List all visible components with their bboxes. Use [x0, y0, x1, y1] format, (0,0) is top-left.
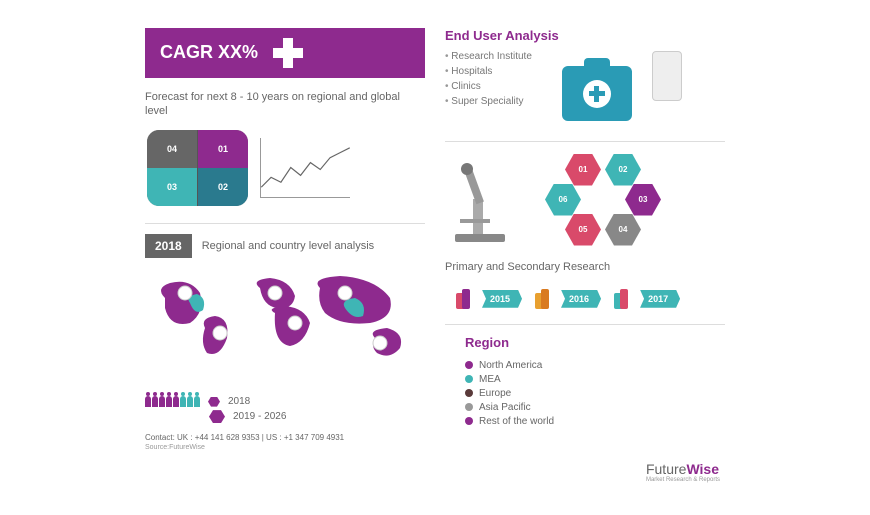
enduser-item: Super Speciality	[445, 96, 532, 107]
region-dot-icon	[465, 403, 473, 411]
timeline: 2015 2016 2017	[445, 284, 725, 314]
region-dot-icon	[465, 389, 473, 397]
region-title: Region	[465, 335, 725, 350]
hex-icon-large	[209, 410, 225, 423]
region-label: Rest of the world	[479, 416, 554, 427]
world-map	[145, 268, 425, 388]
timeline-icon-2017	[603, 284, 638, 314]
year-badge: 2018	[145, 234, 192, 258]
region-label: MEA	[479, 374, 501, 385]
region-list: North America MEA Europe Asia Pacific Rest o…	[465, 360, 725, 427]
hexagon-item: 04	[605, 214, 641, 246]
logo: FutureWise Market Research & Reports	[646, 461, 720, 483]
medkit-cross-icon	[583, 80, 611, 108]
hexagon-item: 03	[625, 184, 661, 216]
year-row: 2018 Regional and country level analysis	[145, 234, 425, 258]
people-year-2: 2019 - 2026	[233, 411, 286, 422]
segment-01: 01	[198, 130, 248, 168]
ivbag-icon	[652, 51, 682, 101]
source-text: Source:FutureWise	[145, 444, 425, 451]
region-label: Europe	[479, 388, 511, 399]
people-legend: 2018	[145, 396, 425, 407]
medkit-illustration	[542, 51, 682, 131]
hexagon-item: 02	[605, 154, 641, 186]
hex-icon-small	[208, 397, 220, 407]
timeline-year: 2015	[482, 290, 522, 308]
enduser-item: Hospitals	[445, 66, 532, 77]
plus-icon	[273, 38, 303, 68]
divider	[445, 324, 725, 325]
right-column: End User Analysis Research Institute Hosp…	[435, 18, 735, 498]
timeline-year: 2016	[561, 290, 601, 308]
hexagon-item: 01	[565, 154, 601, 186]
cagr-box: CAGR XX%	[145, 28, 425, 78]
research-label: Primary and Secondary Research	[445, 260, 725, 274]
region-label: Asia Pacific	[479, 402, 531, 413]
logo-subtitle: Market Research & Reports	[646, 477, 720, 483]
region-dot-icon	[465, 375, 473, 383]
region-item: MEA	[465, 374, 725, 385]
enduser-item: Clinics	[445, 81, 532, 92]
segments-row: 01 02 03 04	[145, 128, 425, 208]
logo-part1: Future	[646, 461, 686, 477]
research-row: 010203040506	[445, 154, 725, 254]
enduser-title: End User Analysis	[445, 28, 725, 43]
microscope-icon	[445, 159, 515, 249]
region-item: North America	[465, 360, 725, 371]
line-chart	[260, 138, 350, 198]
enduser-item: Research Institute	[445, 51, 532, 62]
logo-part2: Wise	[686, 461, 719, 477]
contact-text: Contact: UK : +44 141 628 9353 | US : +1…	[145, 433, 425, 442]
region-item: Europe	[465, 388, 725, 399]
enduser-row: Research Institute Hospitals Clinics Super …	[445, 51, 725, 131]
people-icons-2018	[145, 396, 200, 407]
people-legend-2: 2019 - 2026	[145, 410, 425, 423]
timeline-year: 2017	[640, 290, 680, 308]
timeline-icon-2015	[445, 284, 480, 314]
infographic-container: CAGR XX% Forecast for next 8 - 10 years …	[135, 18, 735, 498]
region-dot-icon	[465, 417, 473, 425]
hexagon-item: 05	[565, 214, 601, 246]
segments-diagram: 01 02 03 04	[145, 128, 250, 208]
hexagon-item: 06	[545, 184, 581, 216]
region-dot-icon	[465, 361, 473, 369]
left-column: CAGR XX% Forecast for next 8 - 10 years …	[135, 18, 435, 498]
hexagon-cluster: 010203040506	[525, 154, 655, 254]
year-label: Regional and country level analysis	[202, 240, 374, 253]
region-item: Rest of the world	[465, 416, 725, 427]
forecast-text: Forecast for next 8 - 10 years on region…	[145, 90, 425, 119]
segment-04: 04	[147, 130, 197, 168]
timeline-icon-2016	[524, 284, 559, 314]
people-year-1: 2018	[228, 396, 250, 407]
segment-02: 02	[198, 168, 248, 206]
segment-03: 03	[147, 168, 197, 206]
region-label: North America	[479, 360, 542, 371]
region-item: Asia Pacific	[465, 402, 725, 413]
medkit-icon	[562, 66, 632, 121]
divider	[445, 141, 725, 142]
divider	[145, 223, 425, 224]
cagr-label: CAGR XX%	[160, 42, 258, 63]
enduser-list: Research Institute Hospitals Clinics Super …	[445, 51, 532, 131]
